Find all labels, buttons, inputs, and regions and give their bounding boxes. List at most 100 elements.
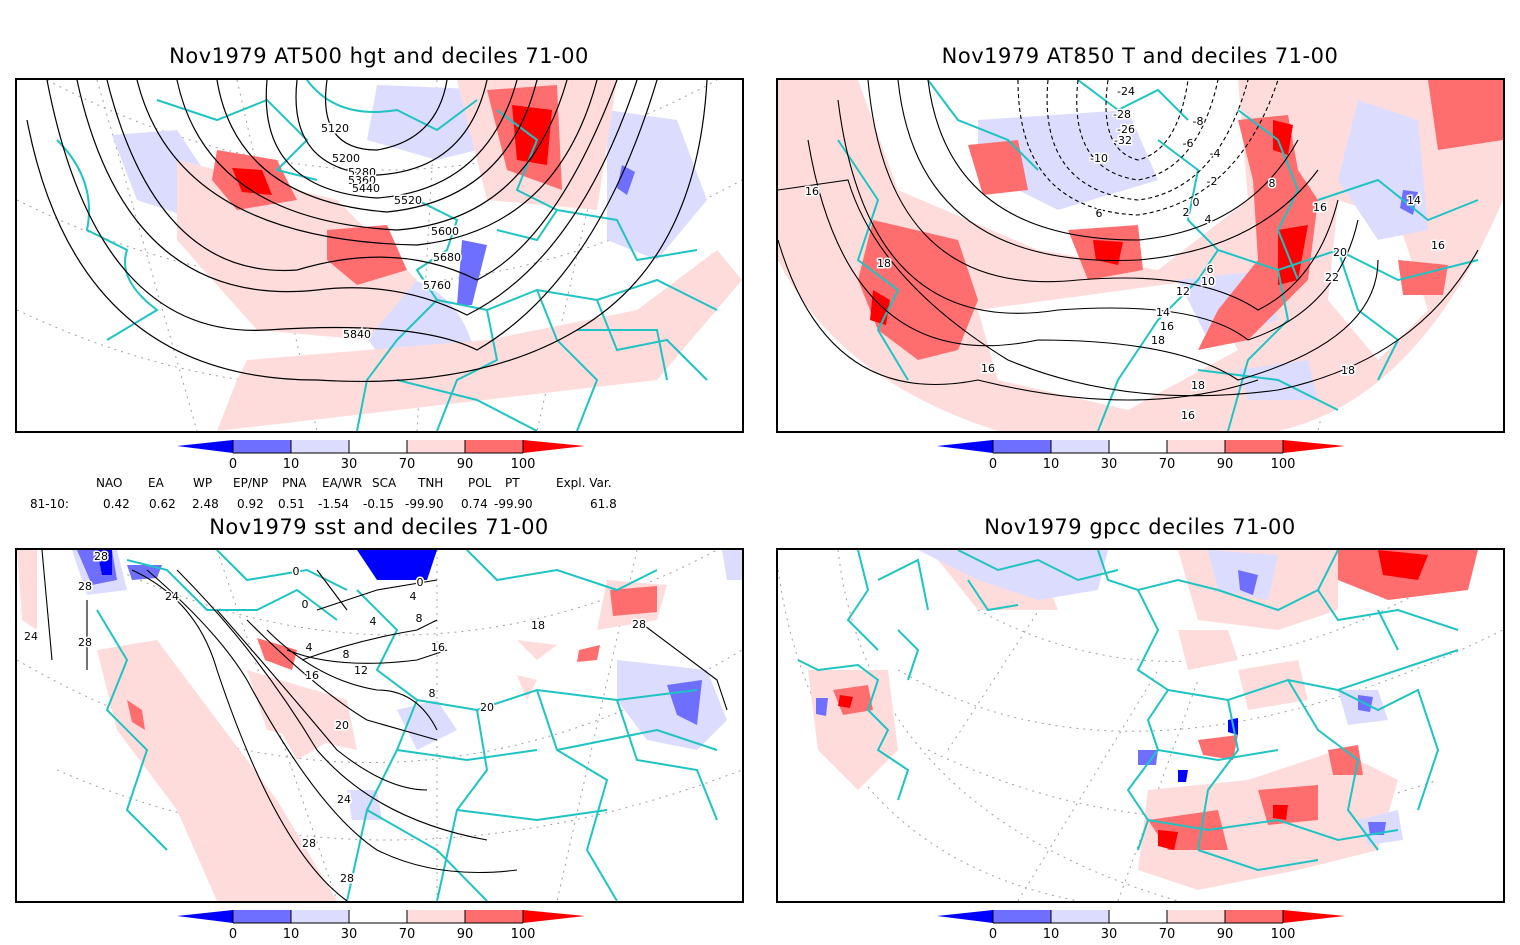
colorbar-segment-d70 xyxy=(1167,910,1225,923)
shade-d100 xyxy=(838,695,853,708)
index-value-ea-wr: -1.54 xyxy=(318,497,350,511)
index-value-tnh: -99.90 xyxy=(405,497,444,511)
contours xyxy=(41,550,728,901)
colorbar-segment-d90 xyxy=(1225,910,1283,923)
contour-label: -28 xyxy=(1113,108,1131,121)
contour-label: 5520 xyxy=(394,194,422,207)
colorbar-sst: 0 10 30 70 90 100 xyxy=(175,909,595,945)
colorbar-tick-label: 70 xyxy=(1158,927,1176,942)
coastlines xyxy=(96,550,718,901)
shade-d90 xyxy=(1198,735,1238,760)
colorbar-segment-white xyxy=(349,440,407,453)
shade-d100 xyxy=(1278,225,1308,285)
index-header-tnh: TNH xyxy=(418,476,444,490)
colorbar-tick-label: 0 xyxy=(988,457,998,472)
index-value-ep-np: 0.92 xyxy=(237,497,264,511)
index-value-nao: 0.42 xyxy=(103,497,130,511)
index-header-ea-wr: EA/WR xyxy=(322,476,363,490)
index-header-ea: EA xyxy=(148,476,164,490)
shade-d100 xyxy=(357,550,437,580)
shade-d90 xyxy=(1398,260,1448,295)
contour-label: 12 xyxy=(354,664,368,677)
contour-label: 8 xyxy=(429,687,436,700)
contour-label: 28 xyxy=(302,837,316,850)
shade-d10 xyxy=(1238,570,1258,595)
contour-label: 5680 xyxy=(433,251,461,264)
colorbar-segment-white xyxy=(1109,910,1167,923)
contour-label: 12 xyxy=(1176,285,1190,298)
contour-label: 4 xyxy=(306,641,313,654)
colorbar-tick-label: 70 xyxy=(1158,457,1176,472)
index-header-pna: PNA xyxy=(282,476,307,490)
contour-labels: -24 -28 -26 -32 -10 -8 -6 -4 -2 0 2 4 6 … xyxy=(804,84,1447,424)
shade-d10 xyxy=(457,240,487,305)
colorbar-tick-label: 10 xyxy=(282,457,300,472)
index-header-nao: NAO xyxy=(96,476,123,490)
shade-d90 xyxy=(257,638,297,670)
colorbar-segment-d10 xyxy=(233,440,291,453)
shade-d70 xyxy=(1178,630,1238,670)
contour-label: -4 xyxy=(1210,147,1221,160)
contour-label: 4 xyxy=(1205,213,1212,226)
colorbar-gpcc: 0 10 30 70 90 100 xyxy=(935,909,1355,945)
colorbar-segment-d10 xyxy=(233,910,291,923)
map-panel-gpcc xyxy=(776,548,1505,903)
index-value-wp: 2.48 xyxy=(192,497,219,511)
index-value-sca: -0.15 xyxy=(363,497,395,511)
shade-d100 xyxy=(232,168,272,195)
contour-label: 16 xyxy=(305,669,319,682)
map-at500: 5120 5200 5280 5360 5440 5520 5600 5680 … xyxy=(17,80,742,431)
contour-label: 20 xyxy=(480,701,494,714)
colorbar-tick-label: 100 xyxy=(510,457,536,472)
colorbar-tick-label: 70 xyxy=(398,927,416,942)
shade-d10 xyxy=(127,565,162,580)
shade-d70 xyxy=(17,550,37,630)
contour-label: 20 xyxy=(335,719,349,732)
colorbar-segment-below-0 xyxy=(937,440,993,453)
shade-d30 xyxy=(722,550,742,580)
contour-label: 18 xyxy=(531,619,545,632)
index-header-pt: PT xyxy=(505,476,520,490)
colorbar-segment-d70 xyxy=(407,910,465,923)
contour-label: 0 xyxy=(1193,196,1200,209)
colorbar-segment-d70 xyxy=(407,440,465,453)
colorbar-segment-d30 xyxy=(291,440,349,453)
contour-label: 5360 xyxy=(348,174,376,187)
contour-label: -10 xyxy=(1090,152,1108,165)
contour-label: 5760 xyxy=(423,279,451,292)
contour-label: 28 xyxy=(78,636,92,649)
contours xyxy=(778,80,1479,401)
index-header-expl-var: Expl. Var. xyxy=(556,476,612,490)
colorbar-tick-label: 0 xyxy=(228,457,238,472)
contour-label: -8 xyxy=(1193,115,1204,128)
contour-label: 2 xyxy=(1183,206,1190,219)
colorbar-tick-label: 10 xyxy=(1042,927,1060,942)
shade-d100 xyxy=(1378,550,1428,580)
contour-label: 14 xyxy=(1156,306,1170,319)
contour-label: 0 xyxy=(293,565,300,578)
shade-d90 xyxy=(968,140,1028,195)
colorbar-graphic xyxy=(937,910,1345,924)
contour-label: 18 xyxy=(877,257,891,270)
map-sst: 28 28 24 28 24 0 0 0 4 4 8 4 8 12 16 20 … xyxy=(17,550,742,901)
contour-label: 14 xyxy=(1407,194,1421,207)
panel-title-sst: Nov1979 sst and deciles 71-00 xyxy=(209,515,549,539)
contour-label: -32 xyxy=(1114,134,1132,147)
contour-label: 18 xyxy=(1151,334,1165,347)
colorbar-at850: 0 10 30 70 90 100 xyxy=(935,439,1355,475)
decile-shading xyxy=(808,550,1478,890)
index-header-wp: WP xyxy=(193,476,213,490)
colorbar-tick-label: 30 xyxy=(340,457,358,472)
contour-label: 4 xyxy=(370,615,377,628)
contour-label: 24 xyxy=(337,793,351,806)
contour-label: 28 xyxy=(94,550,108,563)
colorbar-segment-below-0 xyxy=(177,910,233,923)
shade-d70 xyxy=(517,675,537,700)
contour-labels: 28 28 24 28 24 0 0 0 4 4 8 4 8 12 16 20 … xyxy=(23,550,648,887)
colorbar-tick-label: 90 xyxy=(1216,457,1234,472)
contour-label: 5600 xyxy=(431,225,459,238)
colorbar-segment-d30 xyxy=(1051,440,1109,453)
colorbar-segment-d10 xyxy=(993,910,1051,923)
shade-d90 xyxy=(833,685,873,715)
teleconnection-index-table: NAO EA WP EP/NP PNA EA/WR SCA TNH POL PT… xyxy=(0,476,700,512)
